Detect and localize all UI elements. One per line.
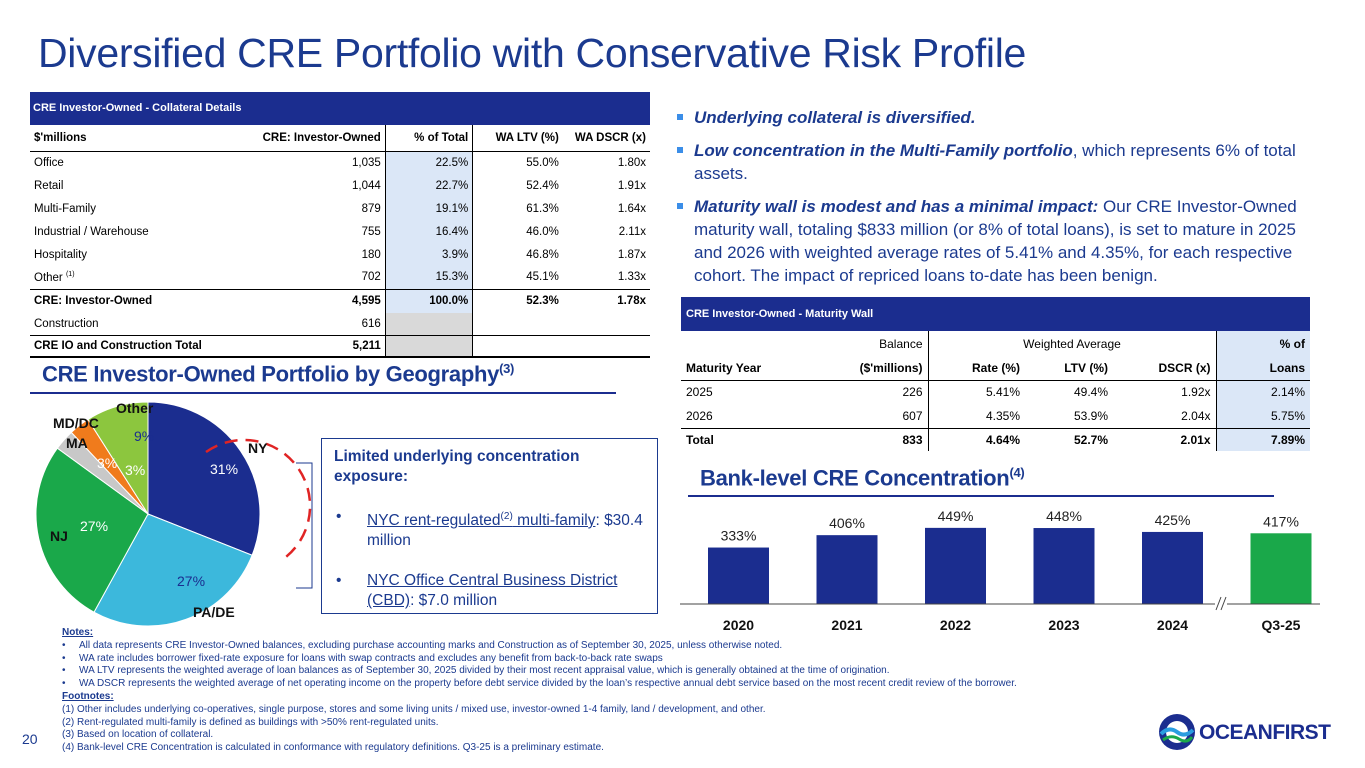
bar-2022	[925, 527, 986, 604]
collateral-column-headers: $'millions CRE: Investor-Owned % of Tota…	[30, 125, 650, 152]
key-points: Underlying collateral is diversified. Lo…	[676, 106, 1316, 297]
bar-2020	[708, 547, 769, 604]
footnote-item: (2) Rent-regulated multi-family is defin…	[62, 716, 439, 728]
bar-category-label: 2021	[831, 617, 862, 633]
note-item: WA LTV represents the weighted average o…	[62, 665, 1182, 678]
pie-label-other: Other	[116, 400, 154, 416]
collateral-row: Hospitality 180 3.9% 46.8% 1.87x	[30, 243, 650, 266]
pie-slice-ny	[147, 401, 261, 556]
bar-2023	[1033, 528, 1095, 604]
bar-value-label: 448%	[1046, 508, 1082, 524]
bar-value-label: 449%	[938, 508, 974, 524]
collateral-row: Office 1,035 22.5% 55.0% 1.80x	[30, 151, 650, 174]
pie-label-ma: MA	[66, 435, 88, 451]
maturity-table-header: CRE Investor-Owned - Maturity Wall	[681, 297, 1310, 331]
pie-label-md: MD/DC	[53, 415, 99, 431]
concentration-title: Bank-level CRE Concentration(4)	[700, 465, 1025, 491]
note-item: All data represents CRE Investor-Owned b…	[62, 640, 1182, 653]
collateral-row: Multi-Family 879 19.1% 61.3% 1.64x	[30, 197, 650, 220]
collateral-total-row: CRE: Investor-Owned 4,595 100.0% 52.3% 1…	[30, 288, 650, 313]
maturity-row: 2025 226 5.41% 49.4% 1.92x 2.14%	[681, 380, 1310, 404]
bullet-maturity-wall: Maturity wall is modest and has a minima…	[676, 195, 1316, 287]
geography-title: CRE Investor-Owned Portfolio by Geograph…	[42, 361, 515, 387]
col-millions: $'millions	[30, 125, 206, 152]
page-title: Diversified CRE Portfolio with Conservat…	[38, 30, 1027, 76]
bar-value-label: 425%	[1155, 512, 1191, 528]
page-number: 20	[22, 731, 38, 747]
axis-break-icon	[1215, 596, 1227, 611]
bar-Q3-25	[1250, 533, 1312, 604]
maturity-total-row: Total 833 4.64% 52.7% 2.01x 7.89%	[681, 427, 1310, 451]
bar-category-label: Q3-25	[1262, 617, 1301, 633]
concentration-callout: Limited underlying concentration exposur…	[321, 438, 658, 614]
bar-category-label: 2022	[940, 617, 971, 633]
maturity-head-1: Balance Weighted Average % of	[681, 331, 1310, 356]
callout-item-office-cbd: NYC Office Central Business District (CB…	[334, 571, 645, 611]
oceanfirst-logo: OCEANFIRST	[1157, 712, 1347, 752]
oceanfirst-logo-icon	[1159, 714, 1195, 750]
callout-bracket	[296, 462, 313, 589]
footnote-item: (1) Other includes underlying co-operati…	[62, 703, 766, 715]
grand-total-row: CRE IO and Construction Total 5,211	[30, 334, 650, 358]
pie-label-nj: NJ	[50, 528, 68, 544]
bar-2024	[1142, 531, 1203, 604]
pie-value-md: 3%	[125, 462, 146, 478]
col-wa-ltv: WA LTV (%)	[472, 125, 563, 152]
bar-value-label: 333%	[721, 528, 757, 544]
col-pct-total: % of Total	[384, 125, 474, 152]
pie-value-other: 9%	[134, 428, 155, 444]
concentration-bar-chart: 333% 2020 406% 2021 449% 2022 448% 2023 425% 2024…	[680, 508, 1320, 633]
bar-value-label: 406%	[829, 515, 865, 531]
concentration-rule	[688, 495, 1274, 497]
geography-rule	[30, 392, 616, 394]
bullet-multifamily: Low concentration in the Multi-Family po…	[676, 139, 1316, 185]
construction-row: Construction 616	[30, 313, 650, 335]
collateral-table-header: CRE Investor-Owned - Collateral Details	[30, 92, 650, 125]
collateral-row: Retail 1,044 22.7% 52.4% 1.91x	[30, 174, 650, 197]
footnote-item: (4) Bank-level CRE Concentration is calc…	[62, 742, 604, 754]
pie-label-pa: PA/DE	[193, 604, 235, 620]
pie-value-ma: 3%	[97, 455, 118, 471]
pie-value-ny: 31%	[210, 461, 239, 477]
bar-category-label: 2024	[1157, 617, 1188, 633]
bullet-diversified: Underlying collateral is diversified.	[676, 106, 1316, 129]
col-wa-dscr: WA DSCR (x)	[562, 125, 650, 152]
pie-label-ny: NY	[248, 440, 268, 456]
ny-highlight-ring	[205, 438, 312, 562]
bar-2021	[816, 535, 878, 604]
collateral-table: CRE Investor-Owned - Collateral Details …	[30, 92, 650, 358]
footnote-item: (3) Based on location of collateral.	[62, 729, 214, 741]
pie-value-pa: 27%	[177, 573, 206, 589]
note-item: WA DSCR represents the weighted average …	[62, 678, 1182, 691]
bar-category-label: 2023	[1048, 617, 1079, 633]
note-item: WA rate includes borrower fixed-rate exp…	[62, 653, 1182, 666]
maturity-head-2: Maturity Year ($'millions) Rate (%) LTV …	[681, 356, 1310, 381]
col-cre-io: CRE: Investor-Owned	[205, 125, 386, 152]
collateral-row: Other (1) 702 15.3% 45.1% 1.33x	[30, 266, 650, 289]
bar-value-label: 417%	[1263, 513, 1299, 529]
notes-section: Notes: All data represents CRE Investor-…	[62, 627, 1182, 755]
callout-item-rent-regulated: NYC rent-regulated(2) multi-family: $30.…	[334, 507, 645, 551]
collateral-row: Industrial / Warehouse 755 16.4% 46.0% 2.11x	[30, 220, 650, 243]
maturity-wall-table: CRE Investor-Owned - Maturity Wall Balan…	[681, 297, 1310, 451]
bar-category-label: 2020	[723, 617, 754, 633]
maturity-row: 2026 607 4.35% 53.9% 2.04x 5.75%	[681, 404, 1310, 428]
pie-value-nj: 27%	[80, 518, 109, 534]
